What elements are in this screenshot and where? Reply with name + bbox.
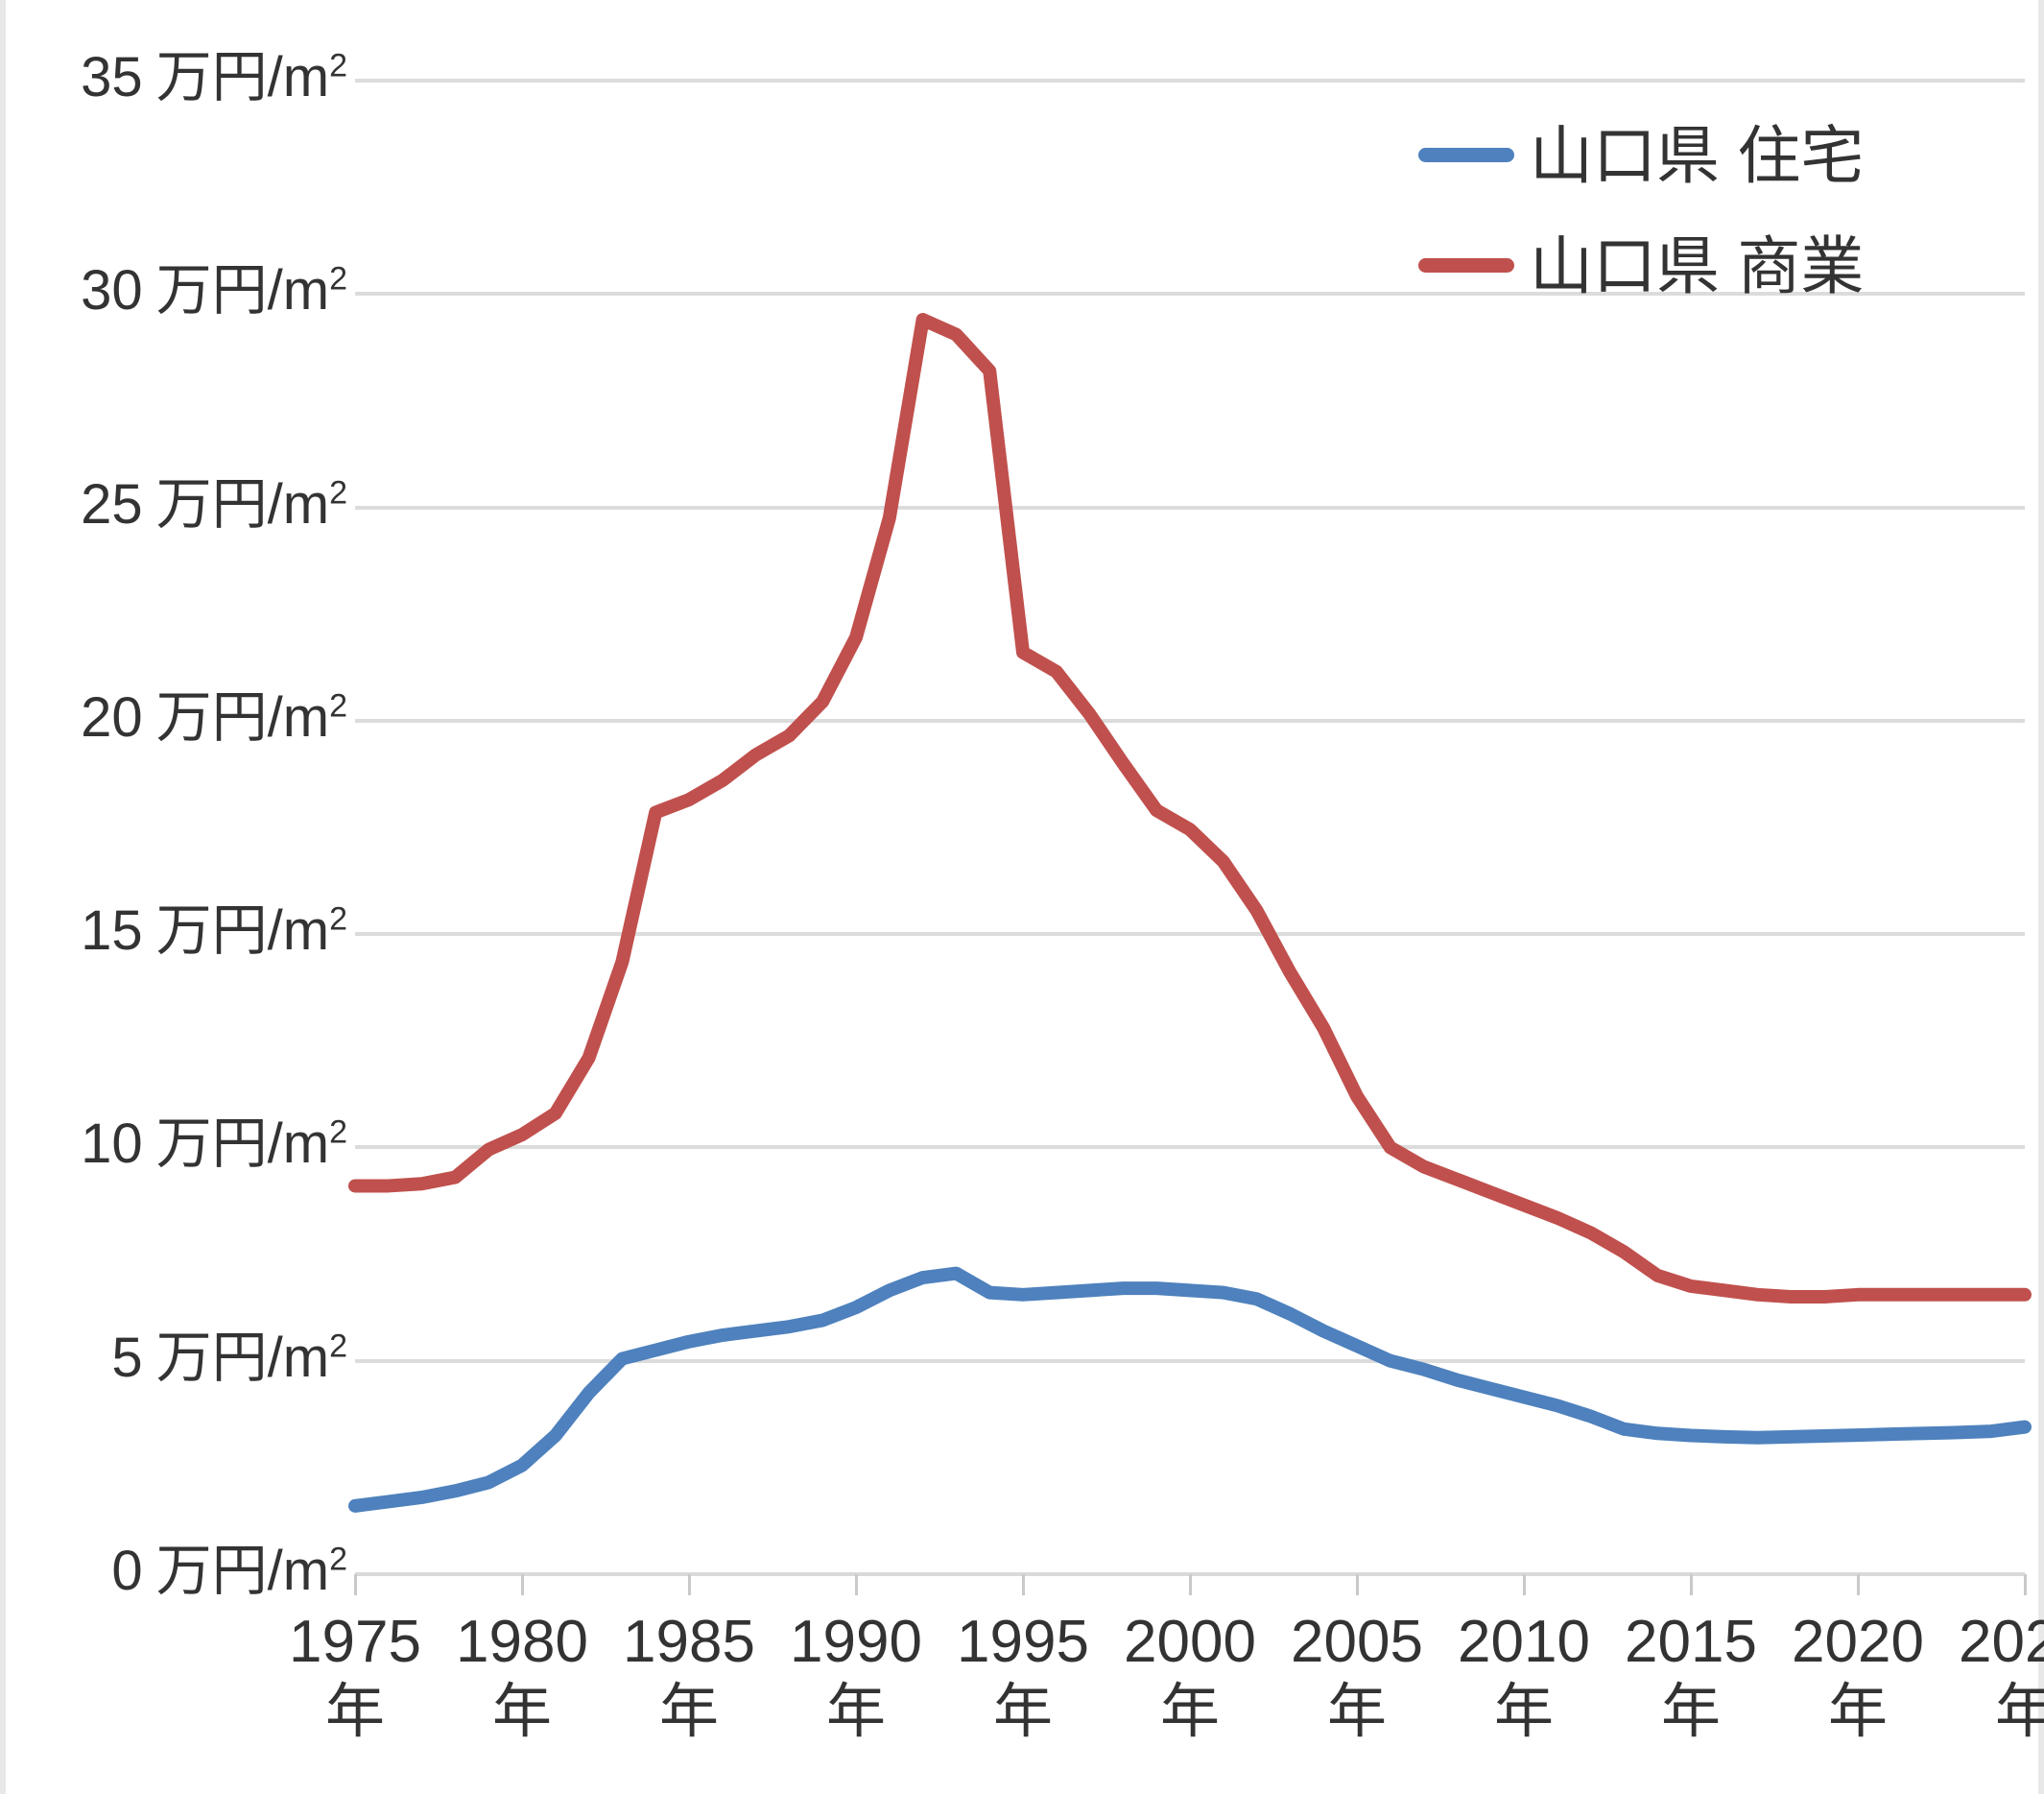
x-tick-year-suffix: 年 [324, 1679, 385, 1745]
y-axis-tick-label: 0 万円/m2 [111, 1543, 347, 1599]
y-tick-unit-superscript: 2 [329, 47, 347, 84]
x-tick-year-suffix: 年 [992, 1679, 1053, 1745]
x-tick-year-suffix: 年 [1326, 1679, 1387, 1745]
y-tick-unit: 万円/m [155, 899, 330, 963]
page-left-edge [0, 0, 6, 1794]
gridline [355, 292, 2025, 297]
gridline [355, 79, 2025, 83]
x-axis-tick-mark [855, 1574, 858, 1595]
x-tick-year-suffix: 年 [1159, 1679, 1220, 1745]
x-tick-year-suffix: 年 [491, 1679, 552, 1745]
y-tick-unit-superscript: 2 [329, 260, 347, 298]
legend-item-commercial[interactable]: 山口県 商業 [1418, 210, 1994, 321]
x-axis-tick-mark [354, 1574, 357, 1595]
legend-color-swatch [1418, 148, 1514, 162]
x-tick-year: 2025 [1959, 1609, 2044, 1675]
y-tick-unit-superscript: 2 [329, 1328, 347, 1365]
x-axis-tick-label: 2025年 [1919, 1609, 2044, 1749]
x-axis-tick-label: 1985 年 [583, 1609, 795, 1749]
y-tick-value: 5 [111, 1326, 143, 1389]
legend-item-residential[interactable]: 山口県 住宅 [1418, 100, 1994, 210]
legend-label: 山口県 商業 [1530, 229, 1865, 301]
x-axis-tick-mark [2024, 1574, 2027, 1595]
y-axis-tick-label: 25 万円/m2 [81, 474, 347, 533]
x-axis-tick-label: 1995 年 [917, 1609, 1129, 1749]
y-tick-value: 25 [81, 472, 143, 536]
y-tick-unit-superscript: 2 [329, 1541, 347, 1578]
x-tick-year: 2020 [1792, 1609, 1924, 1675]
y-tick-unit: 万円/m [155, 472, 330, 536]
y-tick-unit: 万円/m [155, 1540, 330, 1602]
chart-legend: 山口県 住宅 山口県 商業 [1418, 100, 1994, 321]
y-tick-value: 10 [81, 1112, 143, 1176]
x-axis-tick-label: 2010 年 [1418, 1609, 1629, 1749]
y-tick-unit-superscript: 2 [329, 687, 347, 725]
y-axis-tick-label: 15 万円/m2 [81, 903, 347, 959]
x-tick-year: 1980 [456, 1609, 588, 1675]
x-axis-tick-mark [1022, 1574, 1025, 1595]
y-axis-tick-label: 30 万円/m2 [81, 263, 347, 319]
x-tick-year: 2015 [1625, 1609, 1757, 1675]
gridline [355, 1358, 2025, 1363]
x-axis-tick-mark [1690, 1574, 1693, 1595]
y-axis-tick-label: 5 万円/m2 [111, 1326, 347, 1389]
y-tick-value: 0 [111, 1540, 143, 1602]
y-axis-tick-label: 20 万円/m2 [81, 687, 347, 746]
y-tick-value: 15 [81, 899, 143, 963]
y-tick-value: 35 [81, 46, 143, 108]
x-axis-tick-mark [688, 1574, 691, 1595]
x-axis-tick-label: 2000 年 [1084, 1609, 1295, 1749]
y-tick-unit: 万円/m [155, 46, 330, 108]
x-tick-year: 1995 [957, 1609, 1089, 1675]
y-axis-tick-label: 35 万円/m2 [81, 50, 347, 106]
x-tick-year: 1990 [790, 1609, 922, 1675]
legend-label: 山口県 住宅 [1530, 119, 1865, 191]
legend-color-swatch [1418, 258, 1514, 273]
x-tick-year: 1985 [623, 1609, 755, 1675]
x-axis-tick-label: 2020 年 [1752, 1609, 1963, 1749]
y-tick-unit: 万円/m [155, 259, 330, 323]
x-axis-tick-label: 2005 年 [1251, 1609, 1462, 1749]
y-tick-value: 30 [81, 259, 143, 323]
series-lines [348, 312, 2032, 1513]
gridline [355, 1145, 2025, 1150]
x-axis-tick-mark [521, 1574, 524, 1595]
x-tick-year-suffix: 年 [1493, 1679, 1554, 1745]
line-commercial [348, 312, 2032, 1304]
x-tick-year-suffix: 年 [1660, 1679, 1721, 1745]
y-tick-unit: 万円/m [155, 1112, 330, 1176]
x-tick-year-suffix: 年 [825, 1679, 886, 1745]
y-axis-tick-label: 10 万円/m2 [81, 1116, 347, 1172]
x-axis-tick-label: 1975 年 [250, 1609, 461, 1749]
x-tick-year-suffix: 年 [658, 1679, 719, 1745]
x-tick-year: 2000 [1124, 1609, 1256, 1675]
x-tick-year-suffix: 年 [1994, 1679, 2044, 1745]
y-tick-unit: 万円/m [155, 1326, 330, 1389]
x-tick-year: 2005 [1291, 1609, 1423, 1675]
gridline [355, 932, 2025, 937]
x-axis-tick-label: 1980 年 [416, 1609, 628, 1749]
x-axis-tick-mark [1356, 1574, 1359, 1595]
y-tick-unit-superscript: 2 [329, 474, 347, 512]
x-axis-tick-mark [1857, 1574, 1860, 1595]
y-tick-unit-superscript: 2 [329, 900, 347, 938]
x-axis-tick-mark [1189, 1574, 1192, 1595]
x-axis-tick-label: 2015 年 [1585, 1609, 1796, 1749]
gridline [355, 505, 2025, 510]
page-right-edge [2038, 0, 2044, 1794]
x-tick-year: 1975 [289, 1609, 421, 1675]
gridline [355, 718, 2025, 723]
x-axis-tick-label: 1990 年 [750, 1609, 962, 1749]
x-tick-year: 2010 [1458, 1609, 1590, 1675]
x-axis-tick-mark [1523, 1574, 1526, 1595]
line-residential [348, 1266, 2032, 1513]
x-tick-year-suffix: 年 [1827, 1679, 1888, 1745]
y-tick-unit-superscript: 2 [329, 1114, 347, 1152]
y-tick-value: 20 [81, 685, 143, 749]
y-tick-unit: 万円/m [155, 685, 330, 749]
